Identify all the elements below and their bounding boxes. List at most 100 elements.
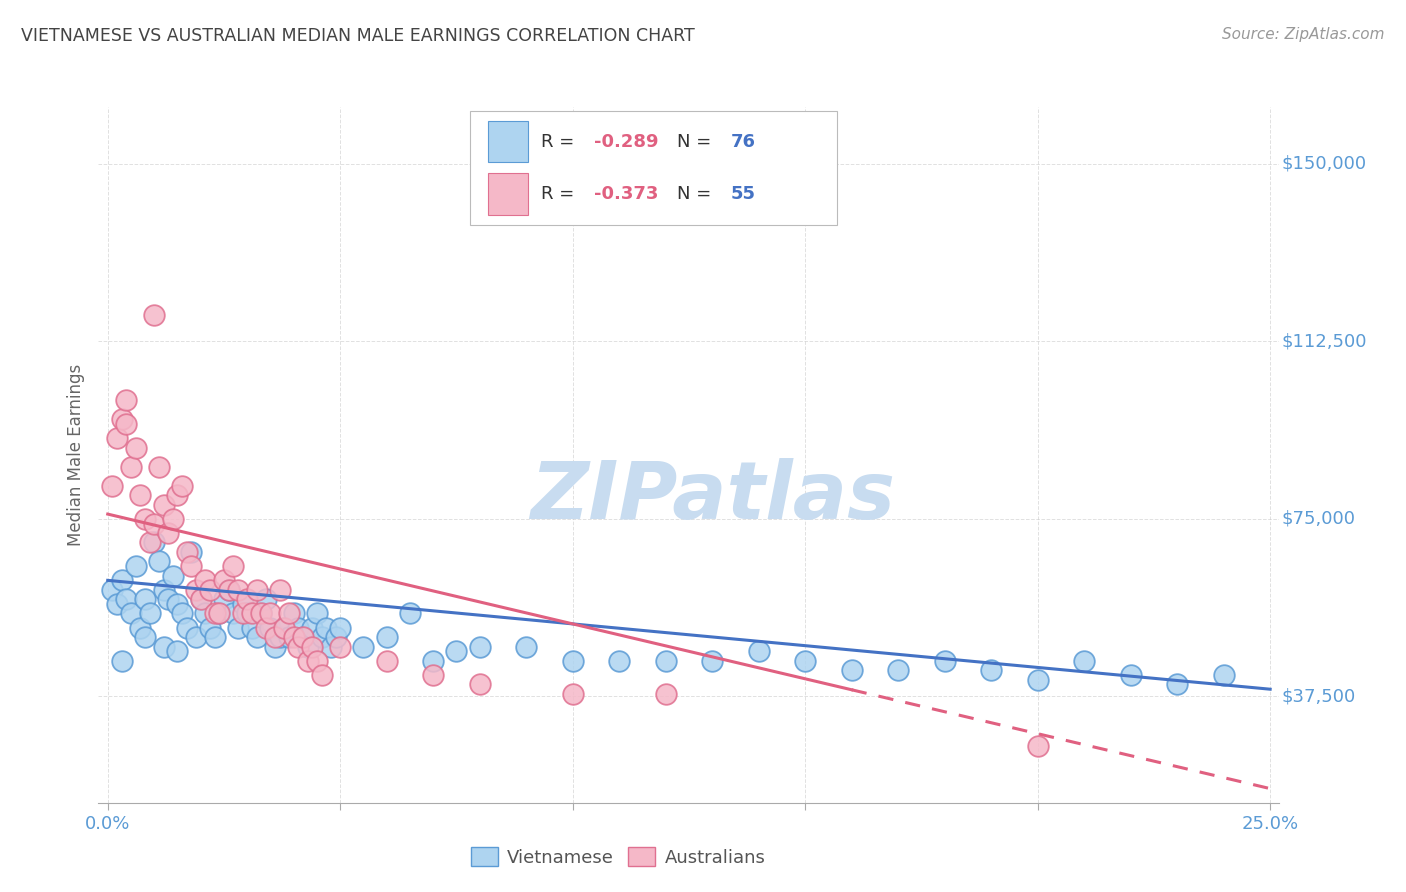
Point [184,582,207,597]
Point [794,654,817,668]
Point [148,459,170,474]
Point [250,607,273,621]
Point [111,574,134,588]
Point [212,592,235,607]
Text: 55: 55 [730,185,755,203]
Point [134,592,156,607]
Point [111,654,134,668]
Point [101,478,124,492]
Point [172,607,194,621]
Point [152,640,174,654]
Point [607,654,630,668]
Point [134,512,156,526]
Point [264,640,287,654]
Point [152,582,174,597]
Point [841,663,863,677]
Point [259,621,281,635]
Point [157,526,180,541]
Text: $37,500: $37,500 [1282,688,1355,706]
Point [446,644,468,658]
Point [194,607,217,621]
Point [172,478,194,492]
Point [232,597,254,611]
Point [515,640,537,654]
Point [245,582,267,597]
Point [1026,673,1049,687]
Point [166,488,188,502]
Point [278,630,301,644]
Point [1212,668,1234,682]
Point [654,687,676,701]
Point [232,607,254,621]
Text: Source: ZipAtlas.com: Source: ZipAtlas.com [1222,27,1385,42]
Point [269,582,291,597]
Text: $112,500: $112,500 [1282,333,1367,351]
Point [375,630,398,644]
Text: $150,000: $150,000 [1282,155,1367,173]
Point [162,568,184,582]
Point [654,654,676,668]
Point [115,417,138,432]
Point [190,592,212,607]
Point [138,607,160,621]
Point [283,630,305,644]
Point [319,640,342,654]
Text: $75,000: $75,000 [1282,510,1355,528]
Point [1166,677,1188,691]
Point [287,621,309,635]
Point [120,459,142,474]
Point [887,663,910,677]
Point [254,621,277,635]
Point [157,592,180,607]
Point [325,630,347,644]
Point [143,516,166,531]
Point [226,621,249,635]
Point [208,607,231,621]
Text: R =: R = [541,185,581,203]
Text: N =: N = [678,133,717,151]
Point [236,607,259,621]
Point [138,535,160,549]
Point [297,640,319,654]
Point [283,607,305,621]
Point [204,607,226,621]
Point [561,687,583,701]
Point [329,621,352,635]
Point [218,582,240,597]
Point [245,630,267,644]
Point [166,597,188,611]
Point [180,559,202,574]
FancyBboxPatch shape [488,121,529,162]
Point [301,621,323,635]
Text: 76: 76 [730,133,755,151]
Point [218,582,240,597]
Point [240,621,263,635]
Text: ZIPatlas: ZIPatlas [530,458,896,536]
Point [204,630,226,644]
Point [561,654,583,668]
Text: R =: R = [541,133,581,151]
Point [702,654,724,668]
Point [208,607,231,621]
Point [311,630,333,644]
Point [305,654,328,668]
Point [143,535,166,549]
Point [329,640,352,654]
Point [353,640,375,654]
Point [101,582,124,597]
Point [748,644,770,658]
Point [311,668,333,682]
Point [190,592,212,607]
Point [292,630,315,644]
Point [212,574,235,588]
Point [297,654,319,668]
Point [129,621,152,635]
Point [115,393,138,408]
Point [305,607,328,621]
Point [176,621,198,635]
Point [105,597,128,611]
Point [278,607,301,621]
Point [184,630,207,644]
Point [115,592,138,607]
Y-axis label: Median Male Earnings: Median Male Earnings [67,364,86,546]
